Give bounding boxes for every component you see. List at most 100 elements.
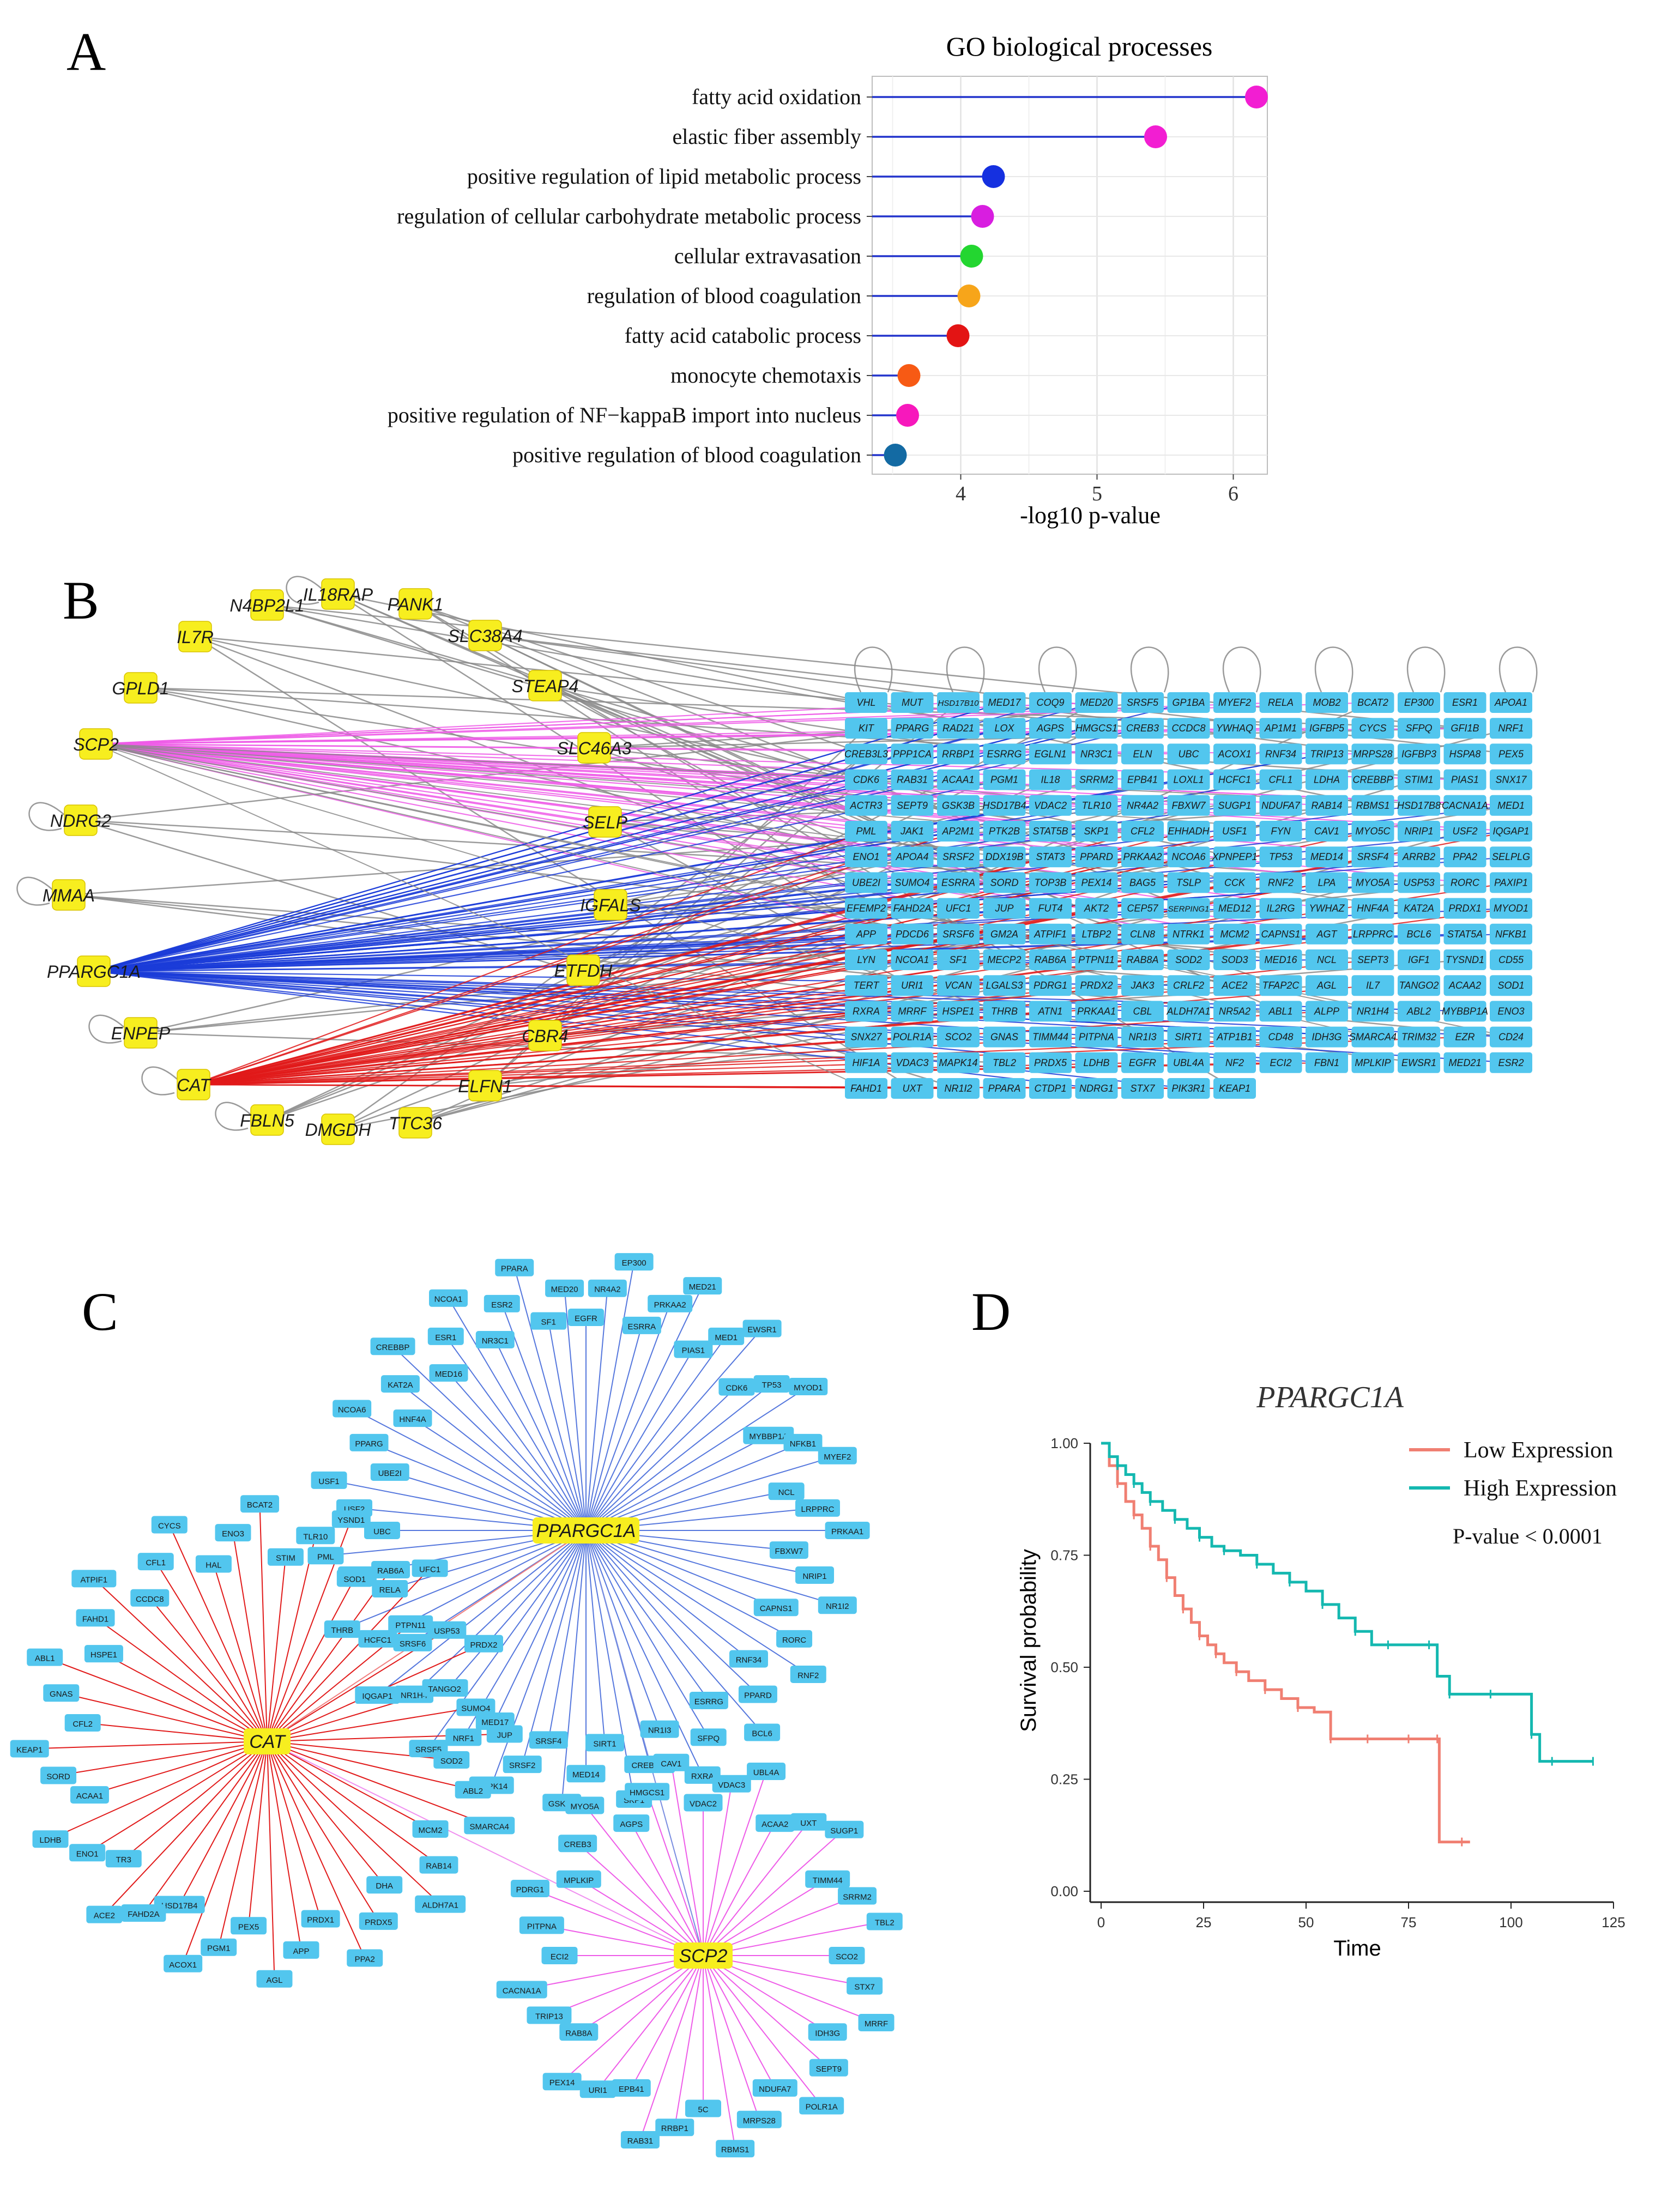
neighbor-node bbox=[756, 1814, 795, 1832]
neighbor-node bbox=[415, 1895, 466, 1913]
source-gene-label: SCP2 bbox=[73, 735, 119, 754]
gene-label: PDCD6 bbox=[896, 929, 929, 940]
neighbor-label: SUGP1 bbox=[830, 1826, 858, 1836]
gene-node bbox=[1029, 846, 1072, 868]
neighbor-node bbox=[866, 1913, 903, 1930]
gene-node bbox=[1121, 718, 1164, 739]
hub-edge bbox=[377, 1530, 587, 1696]
gene-node bbox=[845, 949, 887, 970]
gene-label: HNF4A bbox=[1357, 903, 1389, 914]
neighbor-label: STIM bbox=[276, 1554, 295, 1563]
gene-node bbox=[1443, 718, 1486, 739]
gene-label: MAPK14 bbox=[939, 1057, 977, 1068]
gene-node bbox=[1259, 949, 1302, 970]
gene-label: MED21 bbox=[1448, 1057, 1481, 1068]
gene-node bbox=[983, 949, 1026, 970]
neighbor-node bbox=[795, 1566, 835, 1584]
hub-edge bbox=[585, 1336, 727, 1531]
gene-label: EPB41 bbox=[1127, 774, 1158, 785]
gene-node bbox=[1351, 923, 1394, 945]
gene-node bbox=[845, 1026, 887, 1048]
neighbor-label: SCO2 bbox=[836, 1952, 858, 1962]
gene-label: MYO5A bbox=[1356, 877, 1390, 888]
neighbor-label: CFL2 bbox=[72, 1720, 93, 1729]
neighbor-label: NRF1 bbox=[453, 1734, 474, 1743]
gene-node bbox=[1398, 692, 1440, 713]
gene-label: CFL2 bbox=[1131, 826, 1155, 837]
gene-node bbox=[1490, 743, 1532, 765]
gene-node bbox=[1351, 872, 1394, 893]
gene-label: HSPE1 bbox=[942, 1006, 974, 1016]
gene-label: IL2RG bbox=[1266, 903, 1295, 914]
neighbor-label: PRDX1 bbox=[307, 1916, 334, 1925]
neighbor-label: SRSF2 bbox=[509, 1761, 535, 1770]
gene-label: PTK2B bbox=[989, 826, 1020, 837]
neighbor-node bbox=[358, 1630, 397, 1648]
hub-edge bbox=[267, 1741, 385, 1885]
hub-edge bbox=[585, 1530, 795, 1639]
gene-node bbox=[983, 898, 1026, 919]
neighbor-node bbox=[565, 1796, 605, 1814]
gene-node bbox=[1306, 1026, 1348, 1048]
gene-node bbox=[1259, 975, 1302, 996]
source-gene-label: ETFDH bbox=[554, 961, 613, 981]
hub-edge bbox=[267, 1741, 441, 1905]
neighbor-label: EP300 bbox=[622, 1258, 646, 1268]
gene-node bbox=[1306, 846, 1348, 868]
category-label: monocyte chemotaxis bbox=[670, 363, 861, 388]
lollipop-point bbox=[1144, 125, 1167, 148]
gene-label: HCFC1 bbox=[1218, 774, 1251, 785]
gene-label: ESR1 bbox=[1452, 697, 1478, 708]
neighbor-label: USF1 bbox=[318, 1477, 339, 1486]
neighbor-label: MED17 bbox=[481, 1718, 509, 1727]
hub-edge bbox=[103, 1653, 268, 1742]
neighbor-label: STX7 bbox=[854, 1983, 875, 1992]
gene-label: MED17 bbox=[988, 697, 1021, 708]
hub-edge bbox=[585, 1386, 738, 1531]
gene-label: AP1M1 bbox=[1264, 723, 1297, 734]
gene-label: UBE2I bbox=[852, 877, 880, 888]
neighbor-node bbox=[10, 1740, 49, 1758]
gene-label: PRDX2 bbox=[1080, 980, 1113, 991]
hub-edge bbox=[61, 1692, 268, 1742]
neighbor-label: RAB6A bbox=[377, 1566, 404, 1576]
gene-node bbox=[1398, 795, 1440, 816]
gene-label: ESRRA bbox=[941, 877, 975, 888]
edge bbox=[95, 743, 1327, 806]
gene-label: PPARG bbox=[896, 723, 929, 734]
neighbor-node bbox=[858, 2014, 895, 2032]
gene-label: MED14 bbox=[1310, 851, 1343, 862]
hub-edge bbox=[149, 1597, 268, 1742]
gene-label: CAPNS1 bbox=[1261, 929, 1300, 940]
edge bbox=[95, 743, 867, 1089]
neighbor-label: NR1I3 bbox=[648, 1726, 672, 1735]
hub-label: CAT bbox=[249, 1732, 286, 1752]
neighbor-label: PPARD bbox=[744, 1691, 772, 1700]
neighbor-label: FBXW7 bbox=[775, 1547, 803, 1556]
neighbor-node bbox=[838, 1887, 877, 1905]
source-gene-label: N4BP2L1 bbox=[230, 596, 305, 615]
gene-label: PPP1CA bbox=[893, 748, 932, 759]
gene-node bbox=[1121, 1001, 1164, 1022]
gene-node bbox=[983, 1001, 1026, 1022]
gene-node bbox=[1490, 949, 1532, 970]
edge bbox=[93, 907, 1189, 972]
source-gene-node bbox=[178, 621, 212, 652]
hub-node bbox=[674, 1942, 733, 1969]
neighbor-node bbox=[818, 1447, 857, 1464]
neighbor-node bbox=[419, 1856, 458, 1874]
neighbor-node bbox=[355, 1686, 400, 1704]
gene-node bbox=[1398, 1026, 1440, 1048]
neighbor-node bbox=[359, 1912, 398, 1930]
grid-nodes: VHL MUT HSD17B10 MED17 COQ9 MED20 SRSF5 GP1BA MY… bbox=[43, 578, 1532, 1145]
gene-node bbox=[1167, 975, 1210, 996]
hub-edge bbox=[561, 1955, 704, 2082]
gene-label: ALPP bbox=[1314, 1006, 1339, 1016]
gene-label: SEPT9 bbox=[897, 800, 928, 811]
neighbor-node bbox=[422, 1679, 467, 1697]
gene-label: NFKB1 bbox=[1495, 929, 1527, 940]
neighbor-node bbox=[640, 1720, 679, 1738]
gene-node bbox=[1213, 1001, 1256, 1022]
gene-label: VCAN bbox=[945, 980, 972, 991]
survival-x-axis-label: Time bbox=[1333, 1936, 1381, 1960]
